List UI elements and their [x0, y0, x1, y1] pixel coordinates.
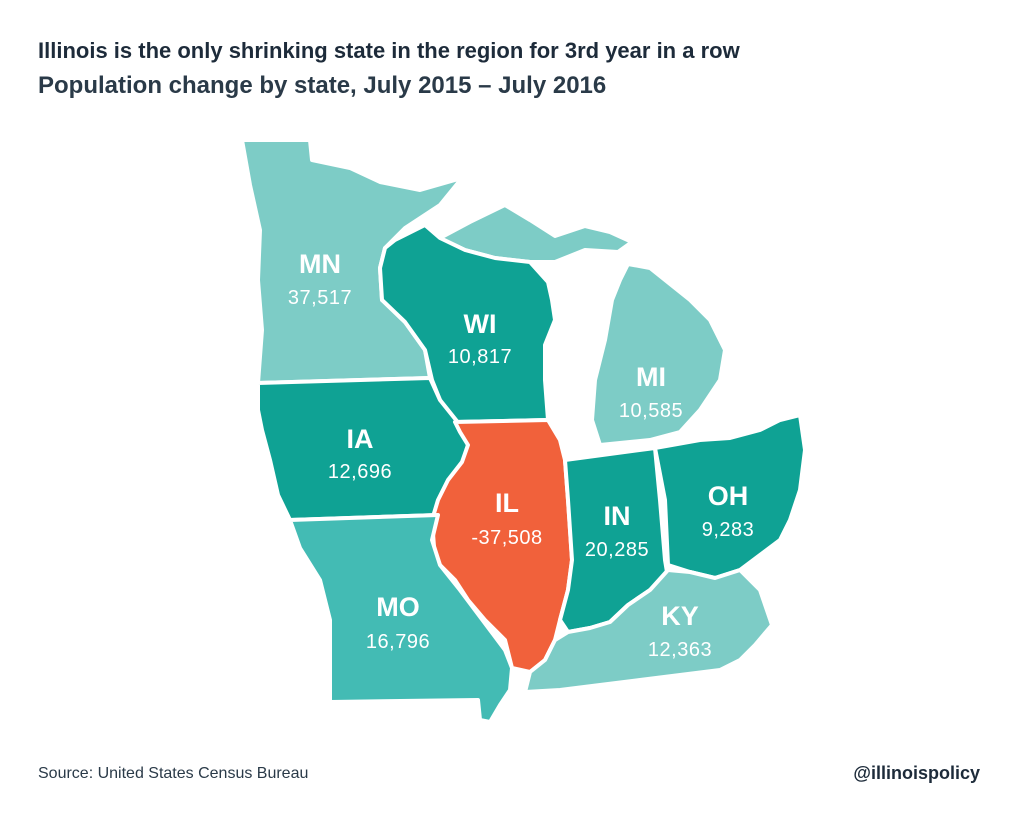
state-abbr-in: IN: [604, 501, 631, 531]
state-value-il: -37,508: [471, 527, 542, 549]
state-shape-mo: [288, 513, 514, 724]
social-handle: @illinoispolicy: [853, 763, 980, 783]
state-value-mi: 10,585: [619, 400, 683, 422]
map-title: Illinois is the only shrinking state in …: [38, 38, 740, 63]
state-abbr-mn: MN: [299, 249, 341, 279]
state-abbr-ky: KY: [661, 601, 699, 631]
state-abbr-il: IL: [495, 488, 519, 518]
map-subtitle: Population change by state, July 2015 – …: [38, 72, 607, 99]
state-shape-wi: [378, 223, 557, 424]
state-abbr-mo: MO: [376, 592, 420, 622]
state-abbr-oh: OH: [708, 481, 749, 511]
state-value-ky: 12,363: [648, 639, 712, 661]
state-value-mo: 16,796: [366, 631, 430, 653]
state-value-wi: 10,817: [448, 346, 512, 368]
state-abbr-wi: WI: [464, 309, 497, 339]
state-abbr-ia: IA: [347, 424, 374, 454]
state-value-ia: 12,696: [328, 461, 392, 483]
state-shape-ky: [523, 568, 774, 694]
state-shape-mi: [590, 262, 727, 447]
source-note: Source: United States Census Bureau: [38, 765, 309, 782]
state-value-mn: 37,517: [288, 287, 352, 309]
state-abbr-mi: MI: [636, 362, 666, 392]
state-value-oh: 9,283: [702, 519, 755, 541]
state-value-in: 20,285: [585, 539, 649, 561]
